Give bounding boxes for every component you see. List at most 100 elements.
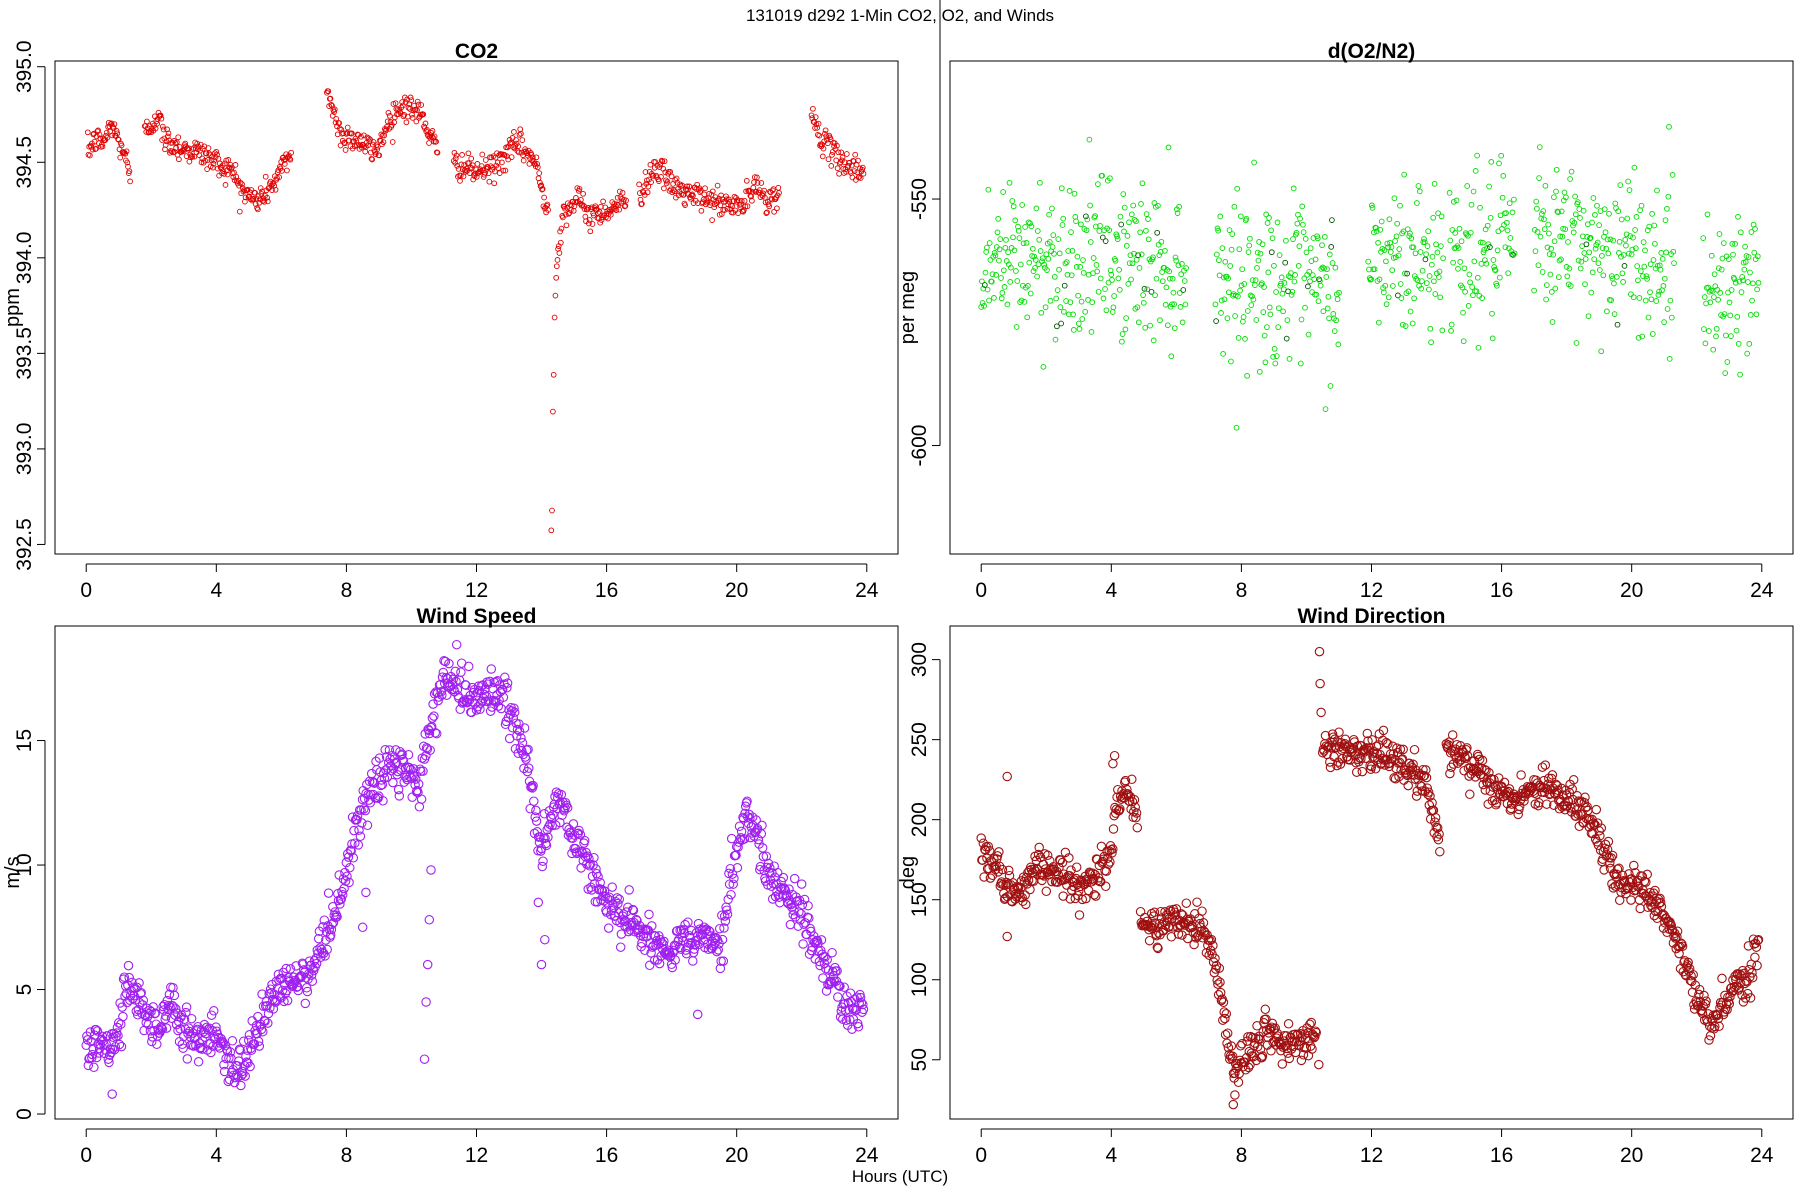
o2-data-point <box>1291 278 1298 285</box>
wind-speed-data-point <box>229 1070 239 1080</box>
wind-direction-data-point <box>1402 770 1413 781</box>
o2-data-point <box>1239 266 1246 273</box>
co2-data-point <box>600 198 606 205</box>
co2-data-point <box>455 166 462 172</box>
co2-data-point <box>460 173 467 180</box>
o2-data-point <box>1228 358 1234 365</box>
wind-speed-data-point <box>376 775 387 785</box>
o2-data-point <box>1033 205 1040 212</box>
wind-speed-data-point <box>211 1022 221 1032</box>
co2-data-point <box>754 180 761 186</box>
wind-direction-data-point <box>1131 812 1141 823</box>
co2-data-point <box>255 206 261 213</box>
co2-data-point <box>612 206 618 212</box>
o2-data-point <box>1706 328 1712 334</box>
co2-data-point <box>221 171 227 177</box>
wind-speed-data-point <box>219 1060 229 1070</box>
co2-data-point <box>820 145 827 152</box>
wind-direction-data-point <box>1103 859 1114 870</box>
wind-direction-data-point <box>983 841 994 852</box>
o2-data-point <box>1047 297 1054 304</box>
co2-data-point <box>204 157 211 163</box>
o2-data-point <box>1315 298 1322 305</box>
wind-speed-data-point <box>206 1010 217 1020</box>
wind-direction-data-point <box>1310 1031 1320 1042</box>
o2-data-point <box>1666 356 1673 362</box>
o2-data-point <box>1000 267 1007 274</box>
wind-speed-data-point <box>571 847 581 857</box>
wind-direction-data-point <box>1428 805 1439 816</box>
o2-data-point <box>1459 284 1466 291</box>
co2-data-point <box>380 139 387 145</box>
co2-data-point <box>764 209 770 216</box>
co2-data-point <box>414 107 420 113</box>
wind-direction-data-point <box>1591 804 1602 815</box>
o2-data-point <box>1415 183 1422 189</box>
o2-data-point <box>1637 268 1644 274</box>
o2-data-point <box>1640 239 1647 245</box>
o2-data-point <box>1302 236 1309 242</box>
wind-speed-data-point <box>603 923 614 933</box>
o2-data-point <box>1556 257 1563 264</box>
o2-data-point <box>1023 239 1030 246</box>
o2-data-point <box>1126 219 1132 226</box>
o2-data-point <box>1376 276 1383 283</box>
co2-data-point <box>832 146 839 152</box>
o2-data-point <box>1236 246 1243 253</box>
o2-data-point <box>1381 247 1388 253</box>
o2-data-point <box>1260 309 1267 315</box>
wind-speed-data-point <box>574 825 584 836</box>
o2-data-point <box>1491 266 1498 273</box>
o2-data-point <box>1419 278 1425 284</box>
o2-data-point <box>1013 268 1019 274</box>
o2-data-point <box>989 271 996 278</box>
o2-data-point <box>1280 308 1286 315</box>
o2-data-point <box>1031 253 1038 260</box>
wind-direction-data-point <box>1054 862 1064 873</box>
o2-data-point <box>1168 353 1175 360</box>
co2-data-point <box>84 129 91 136</box>
o2-data-point <box>985 186 992 193</box>
o2-data-point <box>1368 276 1374 283</box>
wind-speed-data-point <box>149 1008 160 1019</box>
o2-data-point <box>1720 240 1727 246</box>
o2-data-point <box>1395 292 1401 299</box>
o2-data-point <box>1753 311 1760 318</box>
co2-data-point <box>585 205 592 211</box>
wind-direction-data-point <box>1361 743 1372 753</box>
wind-speed-data-point <box>512 724 523 735</box>
co2-data-point <box>701 191 708 198</box>
o2-data-point <box>1273 353 1280 359</box>
o2-data-point <box>1392 238 1398 244</box>
wind-speed-data-point <box>209 1006 219 1016</box>
wind-speed-data-point <box>718 956 729 966</box>
o2-data-point <box>1664 205 1670 212</box>
wind-direction-data-point <box>1580 792 1590 803</box>
o2-data-point <box>1562 226 1569 233</box>
wind-direction-data-point <box>1580 802 1591 813</box>
wind-direction-data-point <box>1362 728 1373 739</box>
o2-data-point <box>1701 294 1708 300</box>
o2-data-point <box>1245 249 1252 255</box>
wind-direction-data-point <box>1425 791 1435 801</box>
o2-data-point <box>1589 269 1596 276</box>
wind-speed-data-point <box>372 792 383 803</box>
wind-direction-data-point <box>1243 1062 1254 1073</box>
wind-speed-data-point <box>856 997 867 1008</box>
wind-direction-data-point <box>1009 883 1020 894</box>
o2-data-point <box>1666 123 1672 130</box>
o2-data-point <box>1254 265 1260 271</box>
wind-direction-data-point <box>1144 935 1155 946</box>
wind-speed-data-point <box>193 1057 204 1067</box>
wind-speed-data-point <box>348 853 359 863</box>
o2-data-point <box>1382 282 1389 289</box>
o2-data-point <box>1301 275 1308 282</box>
wind-speed-data-point <box>538 856 548 866</box>
wind-direction-data-point <box>1529 788 1540 798</box>
o2-data-point <box>1558 256 1564 263</box>
o2-data-point <box>1120 191 1127 197</box>
co2-data-point <box>237 179 244 186</box>
wind-direction-data-point <box>1033 849 1044 860</box>
wind-direction-data-point <box>1175 920 1185 931</box>
